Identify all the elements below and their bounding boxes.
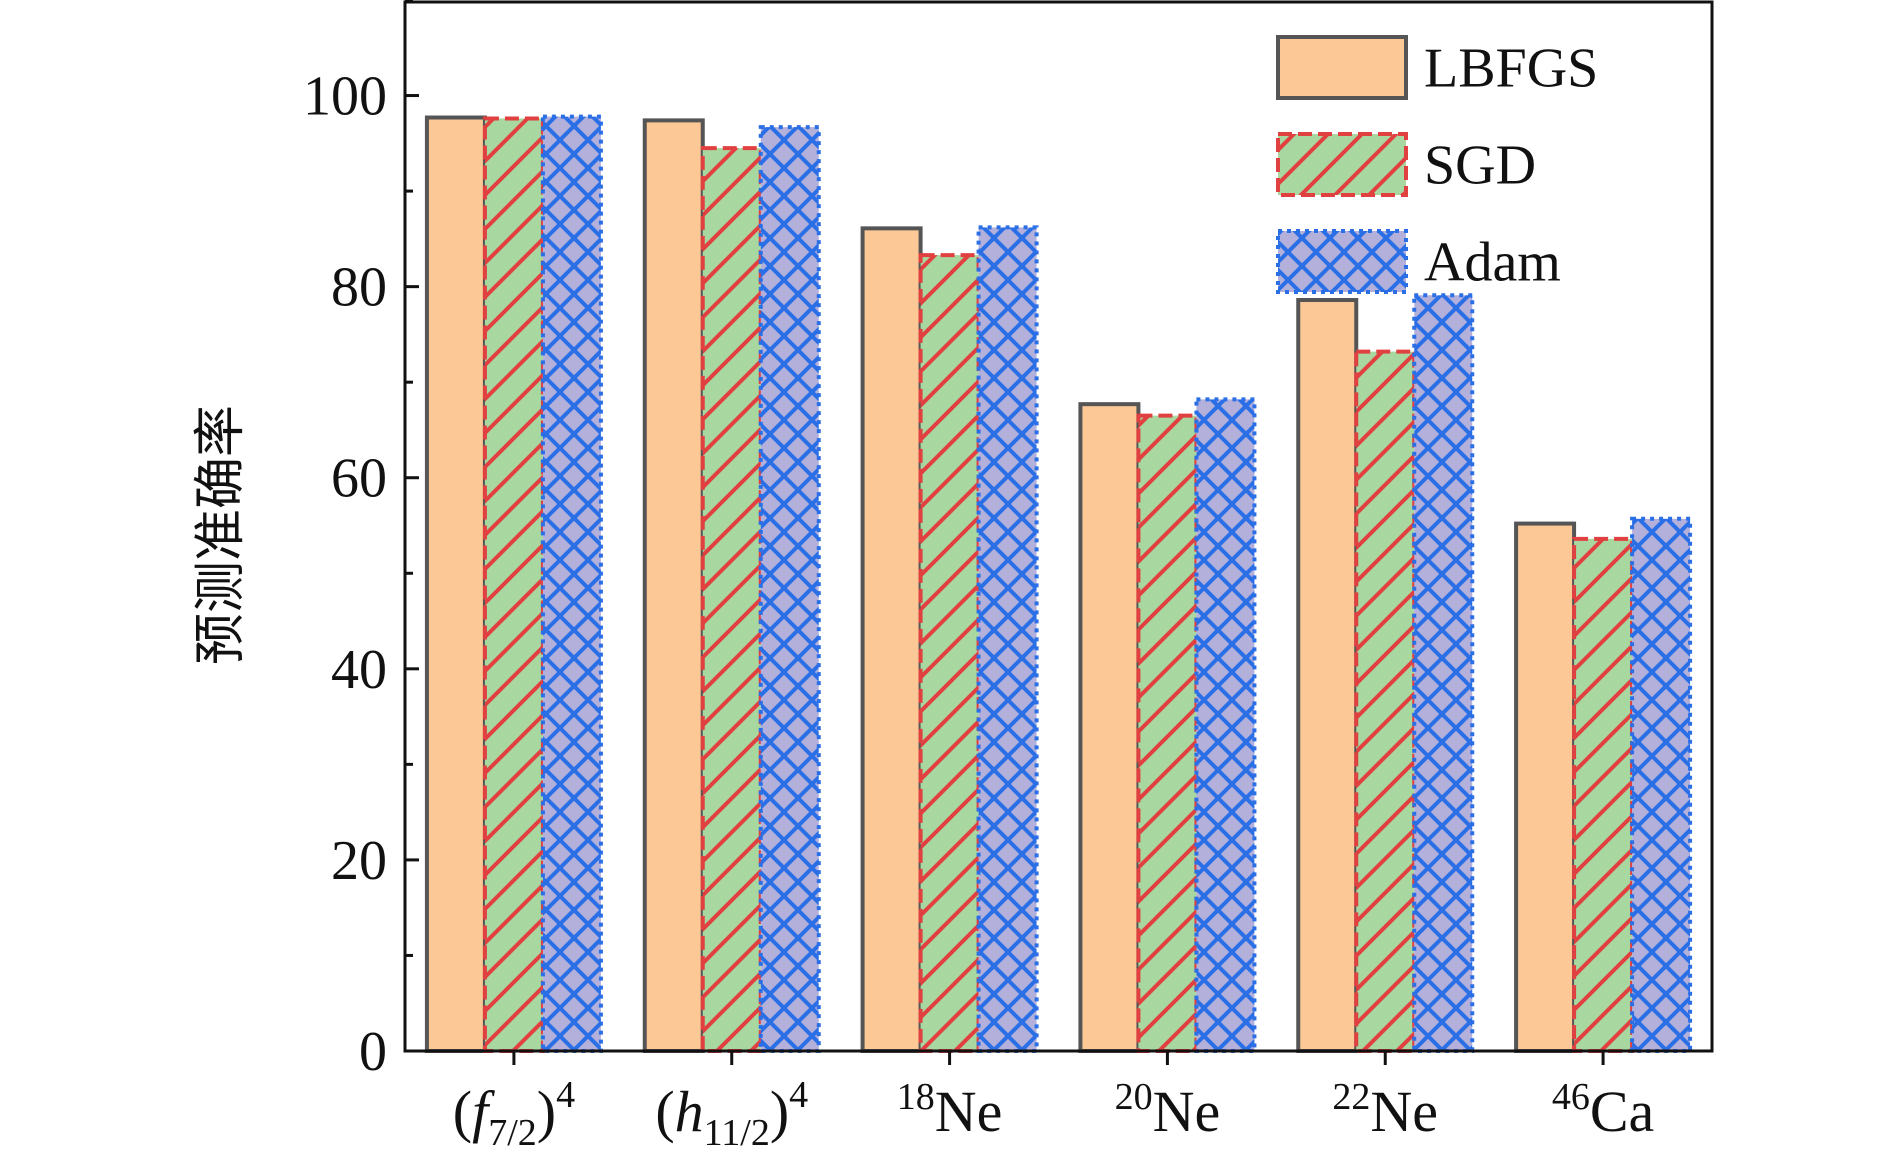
y-tick-label: 80 bbox=[331, 257, 387, 319]
legend-label-adam: Adam bbox=[1424, 232, 1561, 294]
bar-adam-0 bbox=[540, 114, 603, 1054]
legend: LBFGS SGD Adam bbox=[1276, 35, 1598, 294]
bar-sgd-4 bbox=[1354, 349, 1417, 1053]
bars-layer bbox=[424, 114, 1693, 1054]
y-tick-label: 60 bbox=[331, 448, 387, 510]
bar-adam-3 bbox=[1194, 397, 1257, 1053]
x-tick-label: (h11/2)4 bbox=[655, 1074, 808, 1154]
bar-lbfgs-1 bbox=[642, 118, 705, 1054]
bar-sgd-1 bbox=[700, 146, 763, 1053]
x-tick-label: 20Ne bbox=[1115, 1076, 1221, 1144]
bar-sgd-5 bbox=[1572, 536, 1635, 1053]
y-tick-label: 40 bbox=[331, 639, 387, 701]
y-axis-title: 预测准确率 bbox=[191, 405, 251, 665]
y-tick-label: 0 bbox=[359, 1021, 387, 1083]
bar-lbfgs-2 bbox=[860, 226, 923, 1053]
axes-layer: 0 20 40 60 80 100 bbox=[303, 0, 1714, 1083]
bar-adam-1 bbox=[758, 125, 821, 1054]
bar-sgd-2 bbox=[918, 253, 981, 1053]
x-tick-label: 46Ca bbox=[1552, 1076, 1654, 1144]
bar-sgd-3 bbox=[1136, 413, 1199, 1053]
bar-adam-2 bbox=[976, 225, 1039, 1053]
legend-label-lbfgs: LBFGS bbox=[1424, 38, 1598, 100]
bar-lbfgs-3 bbox=[1078, 402, 1141, 1053]
plot-frame bbox=[403, 0, 1714, 1053]
x-tick-label: 18Ne bbox=[897, 1076, 1003, 1144]
legend-swatch-adam bbox=[1276, 229, 1408, 294]
bar-lbfgs-0 bbox=[424, 115, 487, 1053]
x-tick-label: 22Ne bbox=[1332, 1076, 1438, 1144]
legend-label-sgd: SGD bbox=[1424, 135, 1536, 197]
y-tick-label: 20 bbox=[331, 830, 387, 892]
legend-swatch-lbfgs bbox=[1276, 35, 1408, 100]
bar-lbfgs-5 bbox=[1514, 521, 1577, 1053]
bar-lbfgs-4 bbox=[1296, 298, 1359, 1053]
bar-adam-5 bbox=[1630, 516, 1693, 1053]
y-tick-label: 100 bbox=[303, 66, 387, 128]
x-tick-label: (f7/2)4 bbox=[453, 1074, 575, 1154]
x-tick-labels: (f7/2)4 (h11/2)4 18Ne 20Ne 22Ne 46Ca bbox=[453, 1074, 1655, 1154]
bar-sgd-0 bbox=[482, 116, 545, 1053]
legend-swatch-sgd bbox=[1276, 132, 1408, 197]
bar-adam-4 bbox=[1412, 293, 1475, 1053]
